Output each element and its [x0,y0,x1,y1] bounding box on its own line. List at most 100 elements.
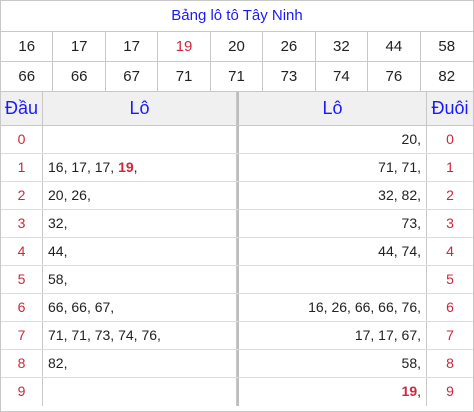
number-cell: 17 [53,32,106,62]
table-header: Đầu Lô Lô Đuôi [1,92,473,126]
number-cell: 66 [53,62,106,92]
number-cell: 66 [1,62,54,92]
number-cell: 20 [210,32,264,62]
table-row: 2 20, 26, 32, 82, 2 [1,182,473,210]
lo-value: 17 [94,159,111,175]
number-cell: 71 [210,62,264,92]
header-dau: Đầu [1,92,43,125]
dau-cell: 8 [1,350,43,377]
number-cell: 32 [315,32,369,62]
number-cell: 73 [263,62,316,92]
lo-value: 71 [378,159,394,175]
lo-tail-cell: 16, 26, 66, 66, 76, [237,294,427,321]
number-cell: 16 [1,32,54,62]
dau-cell: 4 [1,238,43,265]
table-row: 9 19, 9 [1,378,473,406]
number-cell: 76 [368,62,421,92]
number-cell: 82 [420,62,473,92]
duoi-cell: 3 [446,215,454,231]
lo-value: 17 [378,327,394,343]
number-cell: 26 [263,32,316,62]
number-cell: 58 [420,32,473,62]
lo-head-cell: 82, [43,350,237,377]
lo-value: 19 [401,383,418,399]
lo-value: 58 [401,355,418,371]
duoi-cell: 6 [446,299,454,315]
lo-tail-cell: 19, [237,378,427,406]
lo-head-cell: 20, 26, [43,182,237,209]
lo-value: 44 [48,243,64,259]
lo-head-cell: 58, [43,266,237,293]
lo-value: 67 [94,299,111,315]
dau-cell: 3 [1,210,43,237]
dau-cell: 7 [1,322,43,349]
lo-value: 82 [401,187,418,203]
lo-head-cell [43,378,237,406]
lo-value: 17 [71,159,87,175]
lo-value: 71 [401,159,418,175]
dau-cell: 2 [1,182,43,209]
lo-value: 17 [354,327,371,343]
dau-cell: 6 [1,294,43,321]
number-cell: 19 [158,32,211,62]
duoi-cell: 0 [446,131,454,147]
duoi-cell: 8 [446,355,454,371]
lo-head-cell: 71, 71, 73, 74, 76, [43,322,237,349]
table-body: 0 20, 0 1 16, 17, 17, 19, 71, 71, 1 2 20, 26, 32,… [1,126,473,406]
header-duoi: Đuôi [431,98,469,118]
lo-value: 82 [48,355,64,371]
header-lo-right: Lô [237,92,427,125]
lo-head-cell: 44, [43,238,237,265]
duoi-cell: 5 [446,271,454,287]
dau-cell: 1 [1,154,43,181]
lo-value: 20 [48,187,64,203]
lo-value: 73 [401,215,418,231]
table-row: 5 58, 5 [1,266,473,294]
lo-value: 44 [378,243,394,259]
lo-value: 20 [401,131,418,147]
table-title: Bảng lô tô Tây Ninh [1,1,473,32]
dau-cell: 0 [1,126,43,153]
lo-tail-cell: 73, [237,210,427,237]
lo-value: 74 [118,327,134,343]
lo-value: 26 [331,299,348,315]
header-lo-left: Lô [43,92,237,125]
lo-value: 32 [378,187,394,203]
lo-tail-cell: 17, 17, 67, [237,322,427,349]
dau-cell: 5 [1,266,43,293]
table-row: 1 16, 17, 17, 19, 71, 71, 1 [1,154,473,182]
lo-value: 66 [71,299,87,315]
duoi-cell: 4 [446,243,454,259]
lo-tail-cell: 20, [237,126,427,153]
lo-value: 76 [401,299,418,315]
lo-tail-cell: 32, 82, [237,182,427,209]
lo-value: 32 [48,215,64,231]
number-cell: 67 [105,62,159,92]
duoi-cell: 7 [446,327,454,343]
dau-cell: 9 [1,378,43,406]
lo-value: 76 [141,327,158,343]
lo-value: 71 [48,327,64,343]
lo-tail-cell: 71, 71, [237,154,427,181]
table-row: 0 20, 0 [1,126,473,154]
number-cell: 44 [368,32,421,62]
lo-value: 67 [401,327,418,343]
table-row: 4 44, 44, 74, 4 [1,238,473,266]
lo-value: 66 [48,299,64,315]
lo-tail-cell: 44, 74, [237,238,427,265]
lo-tail-cell: 58, [237,350,427,377]
number-cell: 17 [105,32,159,62]
lo-value: 19 [118,159,134,175]
duoi-cell: 9 [446,383,454,399]
duoi-cell: 1 [446,159,454,175]
lo-value: 71 [71,327,87,343]
lo-value: 58 [48,271,64,287]
lo-head-cell: 66, 66, 67, [43,294,237,321]
lo-value: 26 [71,187,87,203]
lo-head-cell: 32, [43,210,237,237]
duoi-cell: 2 [446,187,454,203]
lo-value: 16 [48,159,64,175]
lo-value: 66 [378,299,394,315]
number-cell: 74 [315,62,369,92]
